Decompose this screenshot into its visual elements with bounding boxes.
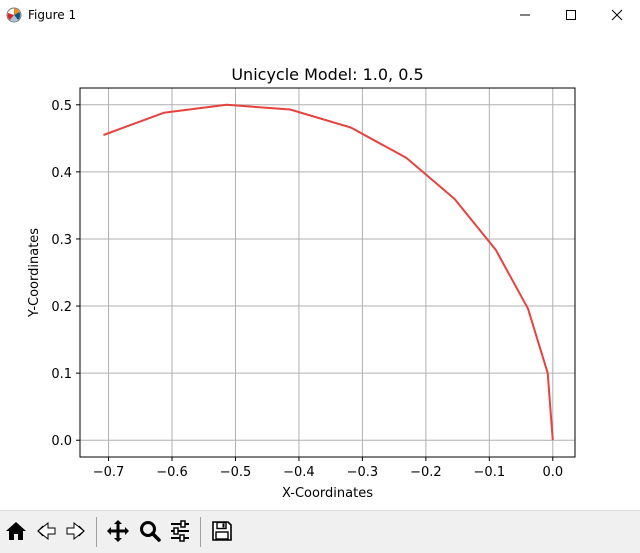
matplotlib-logo-icon [6, 7, 22, 23]
maximize-icon [566, 10, 576, 20]
grid [80, 88, 575, 457]
minimize-icon [520, 14, 530, 16]
forward-button[interactable] [62, 517, 90, 545]
window-title: Figure 1 [28, 8, 77, 22]
x-tick-label: −0.2 [410, 465, 442, 480]
sliders-icon [171, 520, 189, 542]
forward-arrow-icon [66, 521, 85, 541]
magnifier-icon [140, 521, 161, 542]
y-tick-label: 0.4 [51, 166, 72, 181]
axes-frame [79, 87, 576, 458]
pan-button[interactable] [104, 517, 132, 545]
y-tick-label: 0.3 [51, 233, 72, 248]
line-chart: −0.7 −0.6 −0.5 −0.4 −0.3 −0.2 −0.1 0.0 0.0 0.1 0.2… [27, 65, 576, 501]
x-tick-label: −0.3 [347, 465, 379, 480]
x-tick-label: −0.1 [474, 465, 506, 480]
y-axis-label: Y-Coordinates [27, 228, 42, 318]
save-button[interactable] [208, 517, 236, 545]
home-icon [6, 522, 26, 540]
series [103, 103, 554, 441]
x-tick-label: 0.0 [542, 465, 563, 480]
zoom-button[interactable] [136, 517, 164, 545]
move-icon [107, 520, 129, 542]
y-tick-label: 0.5 [51, 99, 72, 114]
back-arrow-icon [37, 521, 56, 541]
close-icon [611, 9, 623, 21]
y-tick-label: 0.2 [51, 300, 72, 315]
x-tick-label: −0.4 [283, 465, 315, 480]
back-button[interactable] [32, 517, 60, 545]
ticks: −0.7 −0.6 −0.5 −0.4 −0.3 −0.2 −0.1 0.0 0.0 0.1 0.2… [51, 99, 563, 480]
minimize-button[interactable] [502, 0, 548, 30]
x-tick-label: −0.5 [220, 465, 252, 480]
toolbar-separator [96, 517, 97, 547]
configure-subplots-button[interactable] [166, 517, 194, 545]
trajectory-line [103, 103, 554, 441]
x-tick-label: −0.6 [156, 465, 188, 480]
y-tick-label: 0.0 [51, 434, 72, 449]
x-axis-label: X-Coordinates [282, 486, 373, 501]
window-title-bar: Figure 1 [0, 0, 640, 30]
maximize-button[interactable] [548, 0, 594, 30]
x-tick-label: −0.7 [93, 465, 125, 480]
close-button[interactable] [594, 0, 640, 30]
y-tick-label: 0.1 [51, 367, 72, 382]
figure-canvas: −0.7 −0.6 −0.5 −0.4 −0.3 −0.2 −0.1 0.0 0.0 0.1 0.2… [0, 30, 640, 510]
home-button[interactable] [2, 517, 30, 545]
chart-title: Unicycle Model: 1.0, 0.5 [231, 65, 423, 84]
toolbar-separator [200, 517, 201, 547]
floppy-disk-icon [212, 521, 232, 541]
navigation-toolbar [0, 510, 640, 553]
